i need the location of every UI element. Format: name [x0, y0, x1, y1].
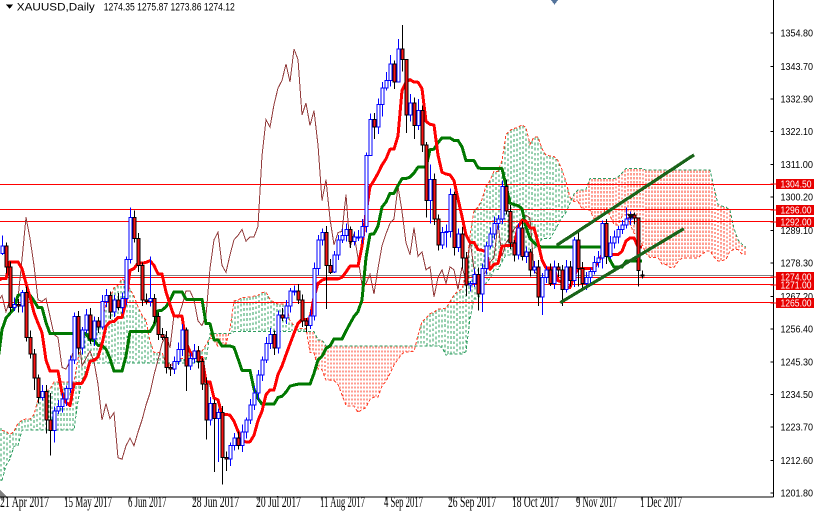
svg-text:1212.60: 1212.60 [781, 456, 814, 467]
svg-text:XAUUSD,Daily: XAUUSD,Daily [17, 2, 96, 14]
svg-text:1271.00: 1271.00 [781, 280, 812, 291]
svg-text:1267.20: 1267.20 [781, 292, 814, 303]
svg-text:18 Oct 2017: 18 Oct 2017 [512, 494, 559, 511]
svg-text:15 May 2017: 15 May 2017 [64, 494, 112, 511]
svg-text:1289.10: 1289.10 [781, 226, 814, 237]
svg-text:1296.00: 1296.00 [781, 205, 812, 216]
svg-text:1354.80: 1354.80 [781, 29, 814, 40]
svg-text:1274.00: 1274.00 [781, 272, 812, 283]
svg-text:21 Apr 2017: 21 Apr 2017 [0, 494, 49, 511]
svg-text:9 Nov 2017: 9 Nov 2017 [576, 494, 617, 511]
svg-text:11 Aug 2017: 11 Aug 2017 [320, 494, 365, 511]
svg-text:1274.35 1275.87 1273.86 1274.1: 1274.35 1275.87 1273.86 1274.12 [104, 2, 235, 14]
svg-text:1322.10: 1322.10 [781, 127, 814, 138]
svg-text:6 Jun 2017: 6 Jun 2017 [128, 494, 167, 511]
svg-text:1223.70: 1223.70 [781, 423, 814, 434]
svg-text:20 Jul 2017: 20 Jul 2017 [256, 494, 301, 511]
svg-text:1234.50: 1234.50 [781, 390, 814, 401]
svg-text:28 Jun 2017: 28 Jun 2017 [192, 494, 239, 511]
svg-text:1 Dec 2017: 1 Dec 2017 [640, 494, 682, 511]
svg-text:1332.90: 1332.90 [781, 94, 814, 105]
svg-text:1300.20: 1300.20 [781, 193, 814, 204]
svg-text:1245.30: 1245.30 [781, 358, 814, 369]
svg-text:1201.80: 1201.80 [781, 488, 814, 499]
svg-text:1304.50: 1304.50 [781, 180, 812, 191]
svg-text:4 Sep 2017: 4 Sep 2017 [384, 494, 423, 511]
svg-text:1292.00: 1292.00 [781, 217, 812, 228]
svg-text:1265.00: 1265.00 [781, 298, 812, 309]
svg-text:1343.70: 1343.70 [781, 62, 814, 73]
svg-text:1256.40: 1256.40 [781, 324, 814, 335]
svg-text:1278.30: 1278.30 [781, 259, 814, 270]
svg-text:1311.00: 1311.00 [781, 160, 814, 171]
svg-text:26 Sep 2017: 26 Sep 2017 [448, 494, 496, 511]
